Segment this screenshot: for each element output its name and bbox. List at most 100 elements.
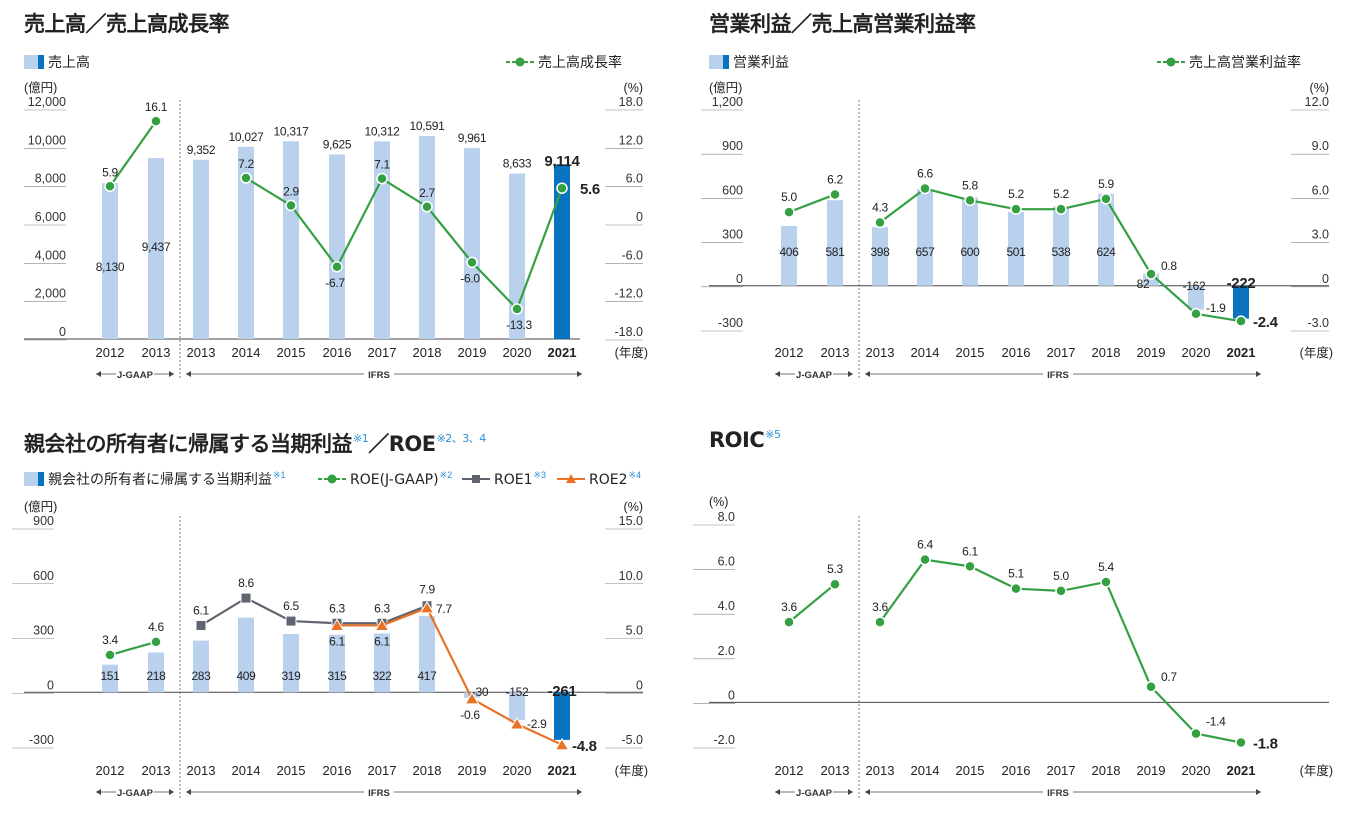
- legend-ni-bar-note: ※1: [273, 470, 286, 480]
- op-chart: 1,200 900 600 300 0 -300 12.0 9.0 6.0 3.0 0 -3.0 201…: [701, 54, 1333, 381]
- right-tick-label: 12.0: [619, 133, 643, 147]
- jgaap-label-bg: [116, 786, 154, 798]
- left-tick-label: 8,000: [35, 172, 66, 186]
- year-label: 2015: [277, 345, 306, 360]
- ifrs-bracket-arrow-right: [1256, 789, 1261, 795]
- line-value-label: 5.9: [102, 165, 118, 179]
- year-label: 2012: [775, 345, 804, 360]
- line-point: [511, 303, 523, 315]
- jgaap-bracket-arrow-right: [848, 789, 853, 795]
- right-tick-label: 12.0: [1305, 95, 1329, 109]
- bar-value-label: 538: [1051, 245, 1071, 259]
- bar: [374, 633, 390, 693]
- bar-value-label: 406: [779, 245, 799, 259]
- year-label: 2020: [503, 345, 532, 360]
- line-value-label: 7.2: [238, 157, 254, 171]
- left-tick-label: 0: [47, 678, 54, 692]
- line-value-label: 7.1: [374, 158, 390, 172]
- legend-roe-jgaap-swatch-marker: [327, 474, 337, 484]
- legend-ni-bar-swatch-light: [24, 472, 38, 486]
- left-unit-label: (億円): [24, 81, 57, 95]
- legend-ni-bar-swatch-dark: [38, 472, 44, 486]
- right-tick-label: -6.0: [621, 248, 643, 262]
- bar: [781, 225, 797, 286]
- left-tick-label: 0: [736, 272, 743, 286]
- line-value-label: 7.7: [436, 602, 452, 616]
- bar: [827, 200, 843, 286]
- bar-value-label: 8,633: [503, 157, 532, 171]
- legend-op-line-label: 売上高営業利益率: [1189, 54, 1301, 71]
- series-line: [337, 606, 563, 746]
- line-point: [285, 199, 297, 212]
- year-label: 2021: [1227, 345, 1256, 360]
- legend-roe2-label: ROE2: [589, 472, 628, 488]
- bar: [102, 664, 118, 693]
- right-tick-label: 6.0: [626, 172, 643, 186]
- left-tick-label: -2.0: [713, 733, 735, 747]
- right-tick-label: 5.0: [626, 624, 643, 638]
- bar: [238, 146, 254, 339]
- line-value-label: -13.3: [506, 318, 532, 332]
- legend-sales-line-swatch-marker: [515, 57, 525, 67]
- ifrs-label-bg: [364, 368, 394, 380]
- bar: [509, 692, 525, 720]
- year-label: 2013: [866, 345, 895, 360]
- legend-roe1-note: ※3: [534, 470, 547, 480]
- line-point: [919, 182, 931, 195]
- line-value-label: 5.1: [1008, 567, 1024, 581]
- year-label: 2016: [1002, 763, 1031, 778]
- op-chart-panel: 営業利益／売上高営業利益率 1,200 900 600 300 0 -300 12.0 9.0…: [679, 0, 1358, 400]
- left-tick-label: 4.0: [718, 599, 735, 613]
- jgaap-bracket-arrow-right: [169, 371, 174, 377]
- legend-op-bar-swatch-light: [709, 55, 723, 69]
- bar-value-label: -162: [1183, 279, 1206, 293]
- bar: [1233, 285, 1249, 319]
- jgaap-bracket-arrow-right: [848, 371, 853, 377]
- year-label: 2014: [911, 345, 940, 360]
- ifrs-label-bg: [1043, 368, 1073, 380]
- year-unit-label: (年度): [1300, 345, 1333, 360]
- line-point: [1055, 585, 1067, 597]
- bar-value-label: 581: [825, 245, 845, 259]
- right-tick-label: 9.0: [1312, 139, 1329, 153]
- line-value-label: 6.1: [193, 603, 209, 617]
- line-point: [1010, 203, 1022, 215]
- bar-value-label: 501: [1006, 245, 1026, 259]
- line-point: [964, 194, 976, 207]
- line-point: [1190, 727, 1202, 740]
- ifrs-bracket-arrow-left: [186, 371, 191, 377]
- roic-chart-panel: ROIC※5 8.0 6.0 4.0 2.0 0 -2.0 2012 2013 2013 2014…: [679, 408, 1358, 816]
- bar-value-label: 9,437: [142, 240, 171, 254]
- line-point: [195, 619, 207, 631]
- line-value-label: 2.7: [419, 186, 435, 200]
- ifrs-label-bg: [1043, 786, 1073, 798]
- bar: [193, 159, 209, 339]
- legend-ni-bar-label: 親会社の所有者に帰属する当期利益: [48, 471, 272, 488]
- year-label: 2014: [911, 763, 940, 778]
- year-label: 2017: [368, 763, 397, 778]
- line-value-label: 4.6: [148, 620, 164, 634]
- bar-value-label: 10,027: [229, 130, 265, 144]
- line-value-label: 3.6: [781, 600, 797, 614]
- line-point: [829, 188, 841, 201]
- bar: [238, 617, 254, 693]
- legend-roe-jgaap-note: ※2: [440, 470, 453, 480]
- series-line: [109, 640, 157, 657]
- jgaap-label-bg: [116, 368, 154, 380]
- line-point: [1100, 193, 1112, 205]
- ifrs-bracket-arrow-left: [865, 789, 870, 795]
- left-tick-label: 6,000: [35, 210, 66, 224]
- year-label: 2018: [413, 763, 442, 778]
- bar-value-label: 315: [327, 669, 347, 683]
- year-label: 2019: [1137, 763, 1166, 778]
- right-tick-label: 0: [636, 678, 643, 692]
- bar: [872, 227, 888, 286]
- year-label: 2019: [458, 763, 487, 778]
- line-point: [104, 649, 116, 661]
- legend-roe1-swatch-marker: [472, 475, 480, 483]
- right-tick-label: -5.0: [621, 733, 643, 747]
- line-value-label: -0.6: [460, 708, 480, 722]
- roic-chart-title: ROIC※5: [709, 428, 781, 452]
- jgaap-bracket-arrow-left: [775, 371, 780, 377]
- bar: [419, 136, 435, 339]
